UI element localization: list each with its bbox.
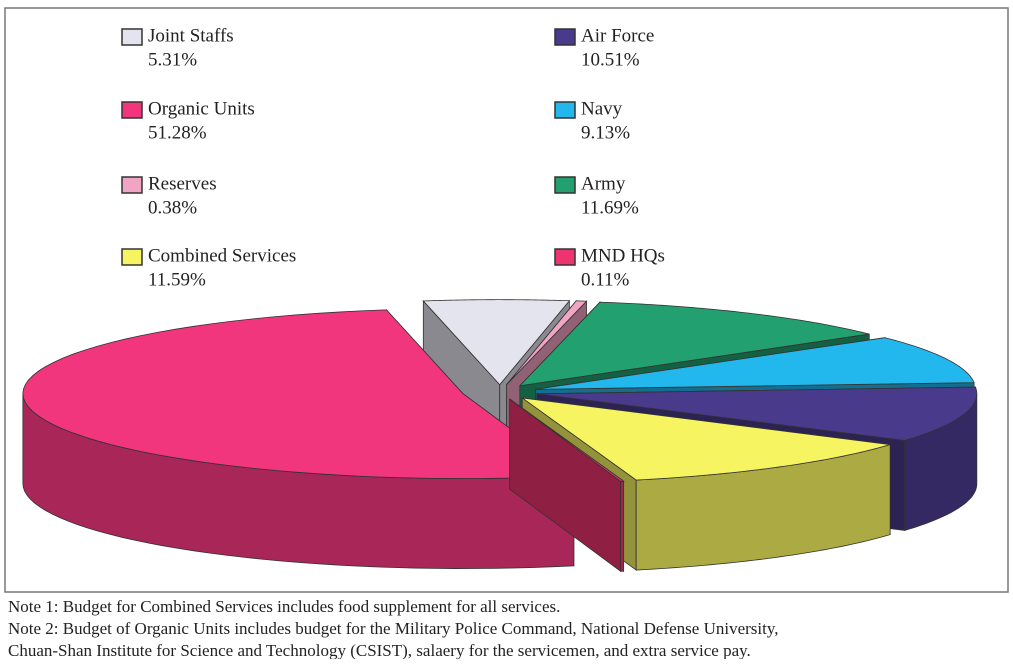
legend-label: Reserves [148, 173, 217, 194]
legend-swatch [121, 176, 143, 194]
legend-swatch [121, 248, 143, 266]
note: Note 1: Budget for Combined Services inc… [8, 597, 560, 616]
legend-swatch [554, 176, 576, 194]
legend-value: 0.11% [581, 269, 630, 290]
legend-label: Joint Staffs [148, 25, 234, 46]
legend-value: 51.28% [148, 122, 207, 143]
legend-value: 11.59% [148, 269, 206, 290]
legend-value: 10.51% [581, 49, 640, 70]
legend-label: Combined Services [148, 245, 296, 266]
legend-swatch [121, 28, 143, 46]
legend-swatch [121, 101, 143, 119]
legend-label: Navy [581, 98, 623, 119]
frame [4, 7, 1009, 593]
legend-swatch [554, 101, 576, 119]
legend-value: 9.13% [581, 122, 630, 143]
legend-value: 11.69% [581, 197, 639, 218]
note: Note 2: Budget of Organic Units includes… [8, 619, 779, 638]
slice [518, 301, 870, 387]
slice [536, 386, 978, 441]
legend-label: Air Force [581, 25, 654, 46]
legend-label: MND HQs [581, 245, 665, 266]
legend-value: 5.31% [148, 49, 197, 70]
legend-value: 0.38% [148, 197, 197, 218]
slice [522, 397, 891, 481]
legend-label: Organic Units [148, 98, 255, 119]
note: Chuan-Shan Institute for Science and Tec… [8, 641, 751, 659]
slice [509, 398, 625, 482]
slice [535, 337, 975, 390]
slice-wall [620, 480, 625, 572]
legend-label: Army [581, 173, 626, 194]
legend-swatch [554, 248, 576, 266]
slice [506, 300, 588, 386]
legend-swatch [554, 28, 576, 46]
slice [22, 309, 575, 479]
slice [422, 299, 571, 386]
